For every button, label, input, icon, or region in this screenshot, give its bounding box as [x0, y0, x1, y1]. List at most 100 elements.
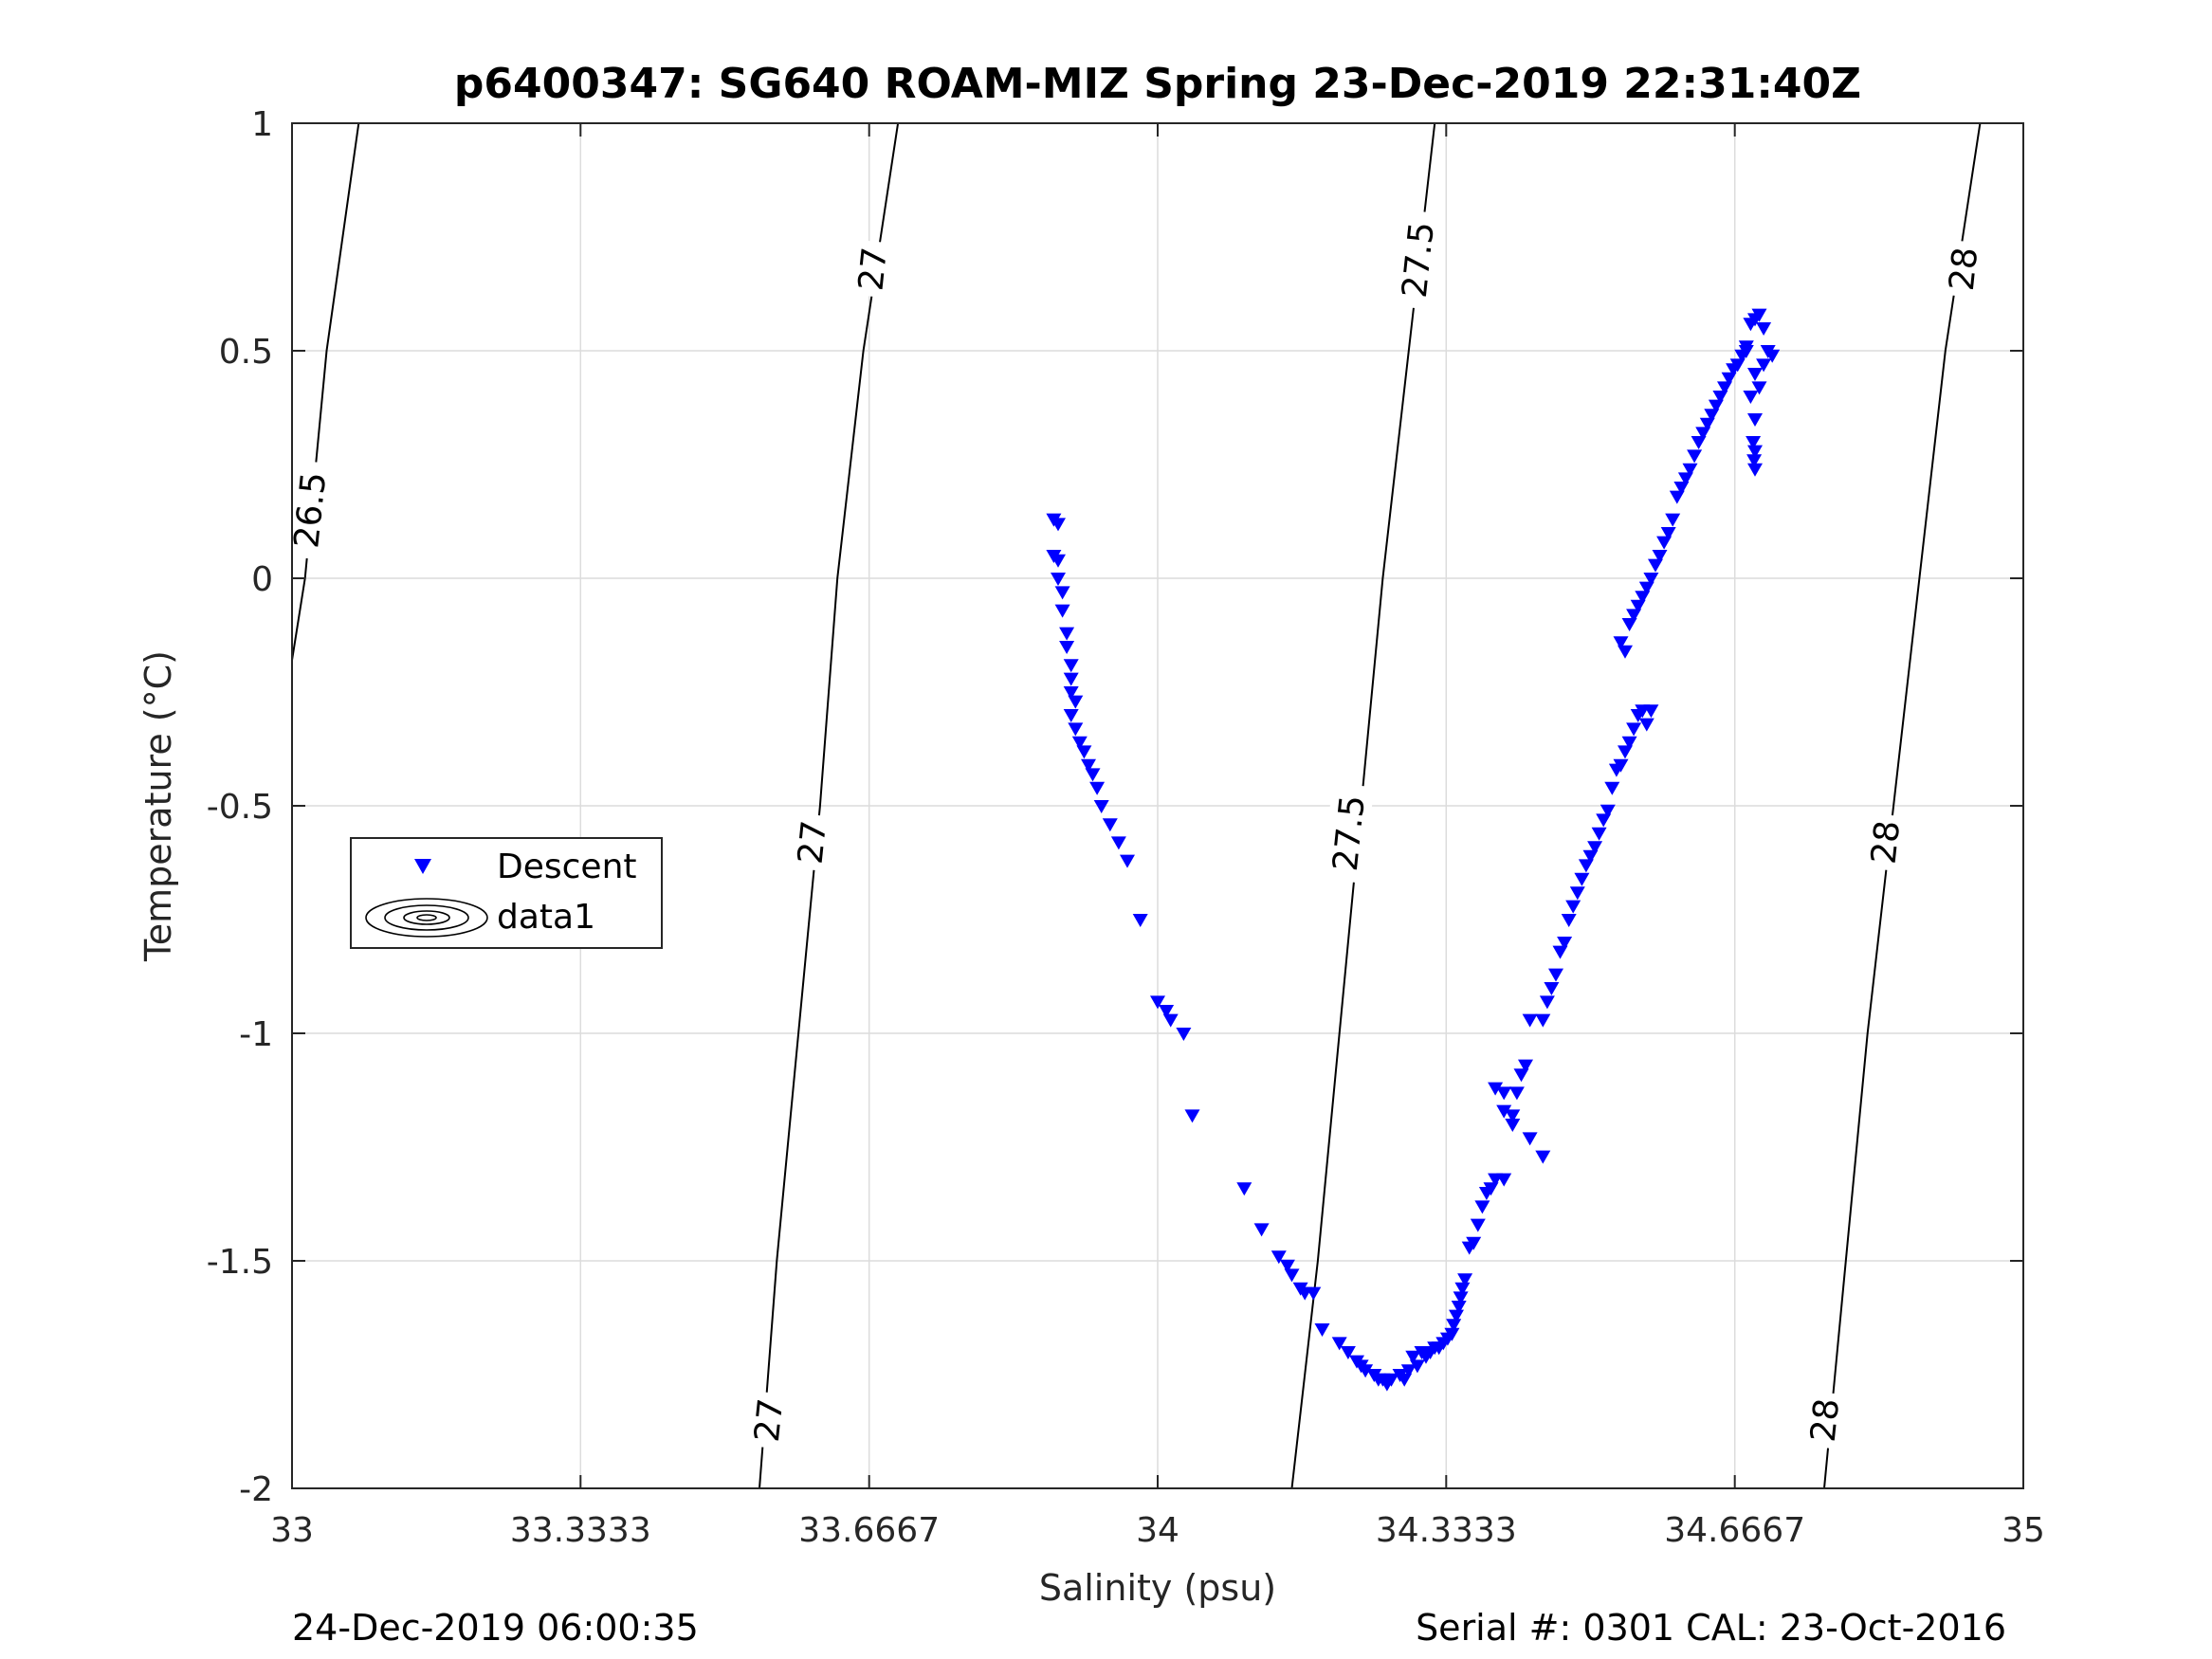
descent-point — [1539, 995, 1555, 1010]
descent-point — [1150, 995, 1165, 1010]
descent-point — [1184, 1109, 1200, 1123]
descent-point — [1613, 758, 1629, 773]
descent-point — [1059, 627, 1075, 641]
descent-point — [1051, 518, 1066, 532]
descent-point — [1331, 1337, 1347, 1351]
descent-point — [1535, 1013, 1551, 1028]
descent-point — [1717, 381, 1732, 395]
descent-point — [1747, 368, 1763, 381]
descent-point — [1604, 781, 1620, 795]
y-tick-label: -0.5 — [207, 788, 273, 827]
x-tick-label: 33.6667 — [798, 1511, 940, 1550]
contour-label-gap — [1801, 1390, 1848, 1450]
descent-point — [1764, 349, 1781, 363]
descent-point — [1496, 1173, 1512, 1187]
descent-point — [1643, 704, 1659, 719]
descent-point — [1314, 1323, 1330, 1337]
descent-point — [1306, 1286, 1322, 1301]
descent-point — [1600, 804, 1616, 818]
contour-label-group: 26.5 — [283, 459, 336, 561]
descent-point — [1751, 308, 1767, 322]
contour-marker-icon — [365, 898, 488, 938]
contour-label-group: 28 — [1801, 1390, 1848, 1450]
contour-label-group: 27 — [744, 1390, 793, 1450]
descent-point — [1110, 836, 1126, 850]
descent-point — [1591, 827, 1607, 841]
descent-point — [1253, 1223, 1270, 1237]
descent-point — [1162, 1013, 1179, 1028]
descent-point — [1578, 859, 1594, 873]
contour-label: 27.5 — [1326, 793, 1373, 873]
contour-line-28 — [1823, 123, 1982, 1488]
contour-line-27 — [759, 123, 900, 1488]
contour-label-gap — [787, 812, 835, 872]
descent-point — [1063, 659, 1079, 673]
descent-point — [1068, 722, 1084, 737]
descent-point — [1063, 686, 1079, 700]
descent-point — [1271, 1250, 1287, 1265]
descent-point — [1747, 445, 1763, 459]
descent-point — [1132, 914, 1148, 927]
chart-title: p6400347: SG640 ROAM-MIZ Spring 23-Dec-2… — [454, 60, 1861, 108]
legend-label-data1: data1 — [497, 898, 595, 937]
contour-label-gap — [283, 459, 336, 561]
contour-label-gap — [848, 239, 896, 299]
descent-point — [1449, 1309, 1464, 1323]
descent-point — [1535, 1150, 1551, 1164]
contour-label-group: 27 — [848, 239, 896, 299]
descent-point — [1454, 1282, 1471, 1296]
descent-point — [1682, 463, 1698, 477]
descent-point — [1068, 695, 1084, 709]
descent-point — [1474, 1200, 1490, 1214]
descent-point — [1687, 449, 1703, 464]
x-tick-label: 34.6667 — [1664, 1511, 1805, 1550]
descent-point — [1656, 536, 1673, 550]
descent-point — [1089, 781, 1106, 795]
descent-point — [1496, 1086, 1512, 1101]
descent-point — [1444, 1327, 1460, 1341]
y-axis-label: Temperature (°C) — [137, 650, 179, 962]
x-tick-label: 33 — [270, 1511, 314, 1550]
descent-point — [1405, 1350, 1421, 1364]
descent-point — [1618, 645, 1633, 659]
descent-point — [1063, 672, 1079, 686]
descent-point — [1746, 454, 1763, 468]
descent-point — [1548, 968, 1563, 982]
descent-point — [1561, 914, 1577, 927]
descent-point — [1665, 513, 1681, 527]
descent-point — [1409, 1359, 1425, 1374]
descent-point — [1451, 1301, 1467, 1314]
descent-point — [1565, 900, 1581, 914]
descent-point — [1652, 550, 1668, 563]
descent-point — [1457, 1273, 1473, 1287]
descent-point — [1669, 490, 1685, 504]
descent-point — [1522, 1132, 1538, 1146]
descent-point — [1751, 381, 1767, 395]
descent-point — [1383, 1373, 1399, 1387]
descent-point — [1279, 1259, 1295, 1273]
descent-point — [1051, 573, 1066, 586]
contour-label-gap — [1939, 239, 1987, 299]
descent-point — [1613, 636, 1629, 650]
descent-point — [1596, 813, 1612, 828]
descent-point — [1093, 800, 1109, 813]
footer-timestamp: 24-Dec-2019 06:00:35 — [292, 1607, 699, 1649]
descent-point — [1453, 1291, 1469, 1305]
descent-point — [1159, 1005, 1175, 1018]
contour-label-group: 28 — [1939, 239, 1987, 299]
descent-point — [1695, 427, 1711, 441]
descent-point — [1552, 945, 1568, 959]
descent-point — [1677, 472, 1693, 486]
descent-marker-icon — [414, 859, 431, 874]
descent-point — [1626, 722, 1642, 737]
y-tick-label: -1 — [239, 1015, 273, 1054]
descent-point — [1660, 527, 1676, 540]
descent-point — [1120, 854, 1135, 868]
descent-point — [1747, 463, 1763, 477]
legend-box — [350, 837, 663, 949]
descent-point — [1544, 982, 1560, 995]
descent-point — [1618, 745, 1633, 759]
descent-point — [1743, 391, 1759, 404]
contour-label: 27 — [792, 819, 835, 866]
